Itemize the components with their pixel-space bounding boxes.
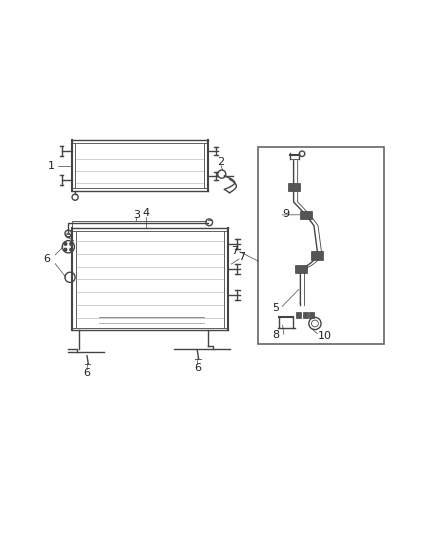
Text: 10: 10 bbox=[318, 332, 332, 341]
Circle shape bbox=[64, 248, 67, 251]
Text: 3: 3 bbox=[133, 210, 140, 220]
Circle shape bbox=[70, 243, 73, 245]
Text: 8: 8 bbox=[272, 330, 279, 341]
Text: 7: 7 bbox=[238, 252, 245, 262]
Bar bbox=[258, 147, 384, 344]
Text: 5: 5 bbox=[272, 303, 279, 313]
Text: 1: 1 bbox=[48, 160, 55, 171]
Text: 6: 6 bbox=[43, 254, 50, 264]
Text: 9: 9 bbox=[282, 209, 290, 219]
Text: 7: 7 bbox=[231, 246, 238, 256]
Bar bbox=[300, 211, 312, 219]
Circle shape bbox=[64, 243, 67, 245]
Text: 6: 6 bbox=[194, 362, 201, 373]
Bar bbox=[303, 312, 308, 318]
Text: 6: 6 bbox=[84, 368, 91, 378]
Bar bbox=[296, 312, 301, 318]
Bar bbox=[308, 312, 314, 318]
Bar bbox=[289, 183, 300, 191]
Text: 2: 2 bbox=[218, 157, 225, 167]
Bar bbox=[295, 265, 307, 273]
Circle shape bbox=[70, 248, 73, 251]
Bar bbox=[311, 252, 323, 260]
Text: 4: 4 bbox=[143, 208, 150, 218]
